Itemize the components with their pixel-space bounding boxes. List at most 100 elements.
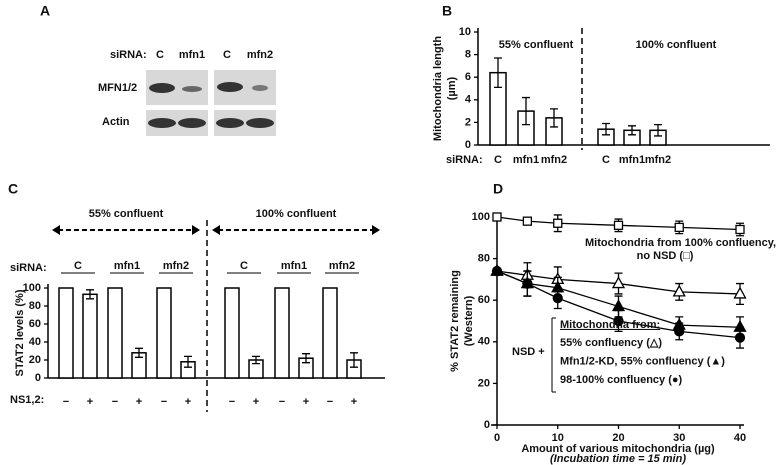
group-label: 100% confluent bbox=[636, 39, 717, 51]
error-bar bbox=[522, 96, 530, 126]
band bbox=[217, 82, 243, 92]
x-tick-label: + bbox=[303, 396, 309, 408]
x-tick-label: − bbox=[279, 396, 285, 408]
x-tick-label: C bbox=[494, 154, 502, 166]
x-tick-label: + bbox=[87, 396, 93, 408]
y-tick-label: 20 bbox=[478, 377, 490, 389]
y-tick-label: 20 bbox=[29, 354, 41, 366]
marker bbox=[735, 224, 745, 235]
error-bar bbox=[252, 355, 260, 365]
series-line bbox=[496, 270, 741, 339]
annotation: Mitochondria from 100% confluency, bbox=[585, 237, 776, 249]
x-tick-label: C bbox=[602, 154, 610, 166]
y-tick-label: 100 bbox=[472, 211, 490, 223]
series-line bbox=[496, 270, 741, 295]
error-bar bbox=[628, 125, 636, 136]
error-bar bbox=[350, 352, 358, 368]
x-tick-label: − bbox=[63, 396, 69, 408]
panel-label: D bbox=[493, 181, 503, 197]
row-label: Actin bbox=[102, 116, 130, 128]
y-tick-label: 60 bbox=[478, 294, 490, 306]
y-tick-label: 40 bbox=[478, 336, 490, 348]
y-tick-label: 2 bbox=[465, 116, 471, 128]
panel-label: B bbox=[442, 3, 452, 19]
group-label: 55% confluent bbox=[499, 39, 574, 51]
row-label: MFN1/2 bbox=[98, 82, 137, 94]
sirna-label: siRNA: bbox=[110, 49, 147, 61]
x-tick-label: 10 bbox=[552, 432, 564, 444]
y-tick-label: 100 bbox=[23, 282, 41, 294]
marker bbox=[674, 326, 685, 337]
x-tick-label: mfn2 bbox=[645, 154, 671, 166]
marker bbox=[552, 292, 563, 304]
y-tick-label: 0 bbox=[35, 372, 41, 384]
legend-entry: Mfn1/2-KD, 55% confluency (▲) bbox=[560, 355, 725, 367]
sirna-category: mfn2 bbox=[163, 260, 189, 272]
bar bbox=[322, 287, 338, 379]
x-axis-label: NS1,2: bbox=[10, 394, 44, 406]
error-bar bbox=[135, 347, 143, 358]
x-tick-label: − bbox=[327, 396, 333, 408]
lane-label: C bbox=[156, 49, 164, 61]
marker bbox=[734, 332, 746, 343]
annotation: no NSD (□) bbox=[637, 250, 694, 262]
series-line bbox=[496, 216, 741, 231]
band bbox=[148, 118, 176, 128]
y-axis-label: (Western) bbox=[463, 295, 475, 346]
y-tick-label: 0 bbox=[484, 419, 490, 431]
blot-panel: A siRNA: C mfn1 C mfn2 MFN1/2 Actin bbox=[40, 3, 276, 136]
y-axis-label: (µm) bbox=[446, 76, 458, 100]
y-tick-label: 6 bbox=[465, 71, 471, 83]
y-tick-label: 40 bbox=[29, 336, 41, 348]
bar bbox=[156, 287, 172, 379]
sirna-category: C bbox=[74, 260, 82, 272]
group-label: 55% confluent bbox=[89, 208, 164, 220]
error-bar bbox=[184, 355, 192, 368]
x-tick-label: 40 bbox=[734, 432, 746, 444]
band bbox=[246, 118, 274, 128]
x-tick-label: mfn2 bbox=[541, 154, 567, 166]
x-axis-note: (Incubation time = 15 min) bbox=[550, 453, 686, 465]
bar bbox=[274, 287, 290, 379]
error-bar bbox=[494, 57, 502, 89]
x-tick-label: − bbox=[161, 396, 167, 408]
y-axis-label: Mitochondria length bbox=[432, 36, 444, 141]
marker bbox=[672, 284, 686, 297]
sirna-label: siRNA: bbox=[10, 262, 47, 274]
sirna-category: mfn1 bbox=[281, 260, 307, 272]
marker bbox=[522, 278, 533, 289]
error-bar bbox=[86, 289, 94, 300]
panel-label: C bbox=[8, 181, 18, 197]
band bbox=[216, 118, 244, 128]
x-tick-label: + bbox=[253, 396, 259, 408]
x-axis-label: Amount of various mitochondria (µg) bbox=[521, 443, 715, 455]
lane-label: mfn1 bbox=[179, 49, 205, 61]
legend-entry: 55% confluency (△) bbox=[560, 337, 662, 349]
y-axis-label: STAT2 levels (%) bbox=[14, 289, 26, 376]
y-axis-label: % STAT2 remaining bbox=[449, 270, 461, 372]
y-tick-label: 10 bbox=[459, 26, 471, 38]
band bbox=[252, 85, 268, 91]
x-tick-label: − bbox=[229, 396, 235, 408]
sirna-label: siRNA: bbox=[446, 154, 483, 166]
sirna-category: mfn1 bbox=[114, 260, 140, 272]
x-tick-label: 0 bbox=[494, 432, 500, 444]
bar bbox=[224, 287, 240, 379]
legend-entry: 98-100% confluency (●) bbox=[560, 374, 683, 386]
legend-prefix: NSD + bbox=[512, 346, 545, 358]
band bbox=[182, 86, 202, 92]
marker bbox=[492, 212, 502, 222]
legend-title: Mitochondria from: bbox=[560, 319, 660, 331]
legend-bracket bbox=[551, 317, 556, 393]
x-tick-label: + bbox=[185, 396, 191, 408]
bar bbox=[82, 293, 98, 379]
x-tick-label: 30 bbox=[673, 432, 685, 444]
band bbox=[178, 118, 206, 128]
marker bbox=[553, 218, 563, 228]
band bbox=[149, 83, 175, 93]
error-bar bbox=[602, 122, 610, 136]
bar bbox=[58, 287, 74, 379]
marker bbox=[611, 276, 626, 289]
lane-label: C bbox=[223, 49, 231, 61]
